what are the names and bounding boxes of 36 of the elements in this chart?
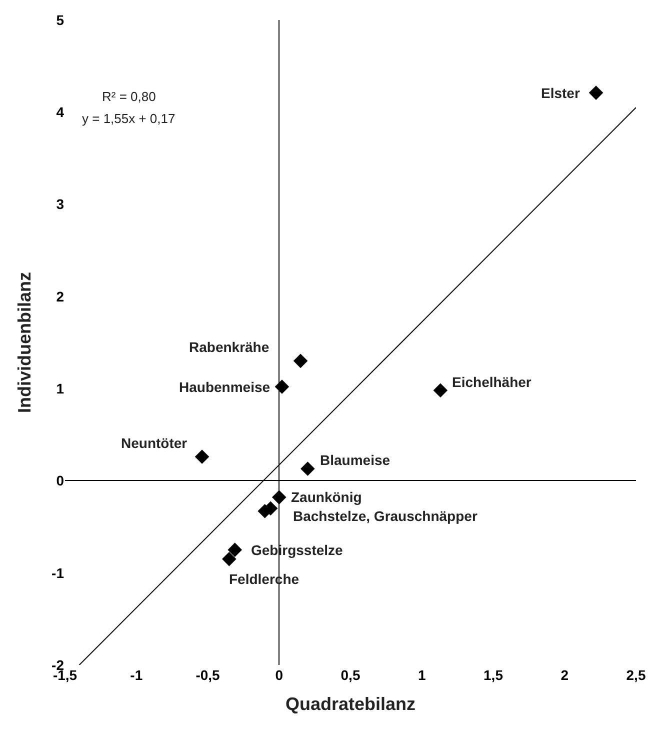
point bbox=[300, 462, 315, 476]
annotation: Neuntöter bbox=[121, 435, 188, 451]
x-tick-label: 0 bbox=[275, 667, 284, 683]
annotation: Blaumeise bbox=[320, 452, 390, 468]
y-tick-label: 0 bbox=[56, 472, 64, 489]
y-tick-label: 4 bbox=[56, 104, 64, 120]
x-tick-label: -1 bbox=[130, 667, 143, 683]
annotation: Eichelhäher bbox=[452, 374, 532, 390]
annotation: Bachstelze, Grauschnäpper bbox=[293, 508, 478, 524]
x-tick-label: 1 bbox=[418, 667, 426, 683]
x-tick-label: 2,5 bbox=[626, 667, 646, 683]
point bbox=[433, 383, 448, 398]
point bbox=[228, 542, 242, 557]
y-tick-label: 2 bbox=[56, 288, 64, 304]
y-tick-label: 3 bbox=[56, 196, 64, 212]
point bbox=[588, 86, 604, 100]
y-axis-title: Individuenbilanz bbox=[14, 272, 35, 414]
x-tick-label: 2 bbox=[560, 667, 569, 683]
point bbox=[222, 552, 236, 566]
y-tick-label: -1 bbox=[52, 564, 64, 581]
point bbox=[272, 490, 286, 504]
annotation: R² = 0,80 bbox=[102, 89, 156, 104]
annotation: y = 1,55x + 0,17 bbox=[82, 111, 176, 126]
y-tick-label: 5 bbox=[56, 12, 64, 28]
annotation: Haubenmeise bbox=[179, 379, 270, 395]
x-tick-label: 1,5 bbox=[484, 667, 504, 683]
x-tick-label: 0,5 bbox=[340, 667, 360, 683]
point bbox=[293, 354, 308, 368]
point bbox=[274, 380, 290, 394]
x-axis-title: Quadratebilanz bbox=[285, 694, 416, 714]
annotation: Zaunkönig bbox=[291, 489, 362, 505]
x-tick-label: -0,5 bbox=[196, 667, 220, 683]
annotation: Elster bbox=[541, 85, 580, 101]
y-tick-label: 1 bbox=[56, 380, 64, 396]
annotation: Rabenkrähe bbox=[189, 339, 270, 355]
point bbox=[194, 450, 210, 464]
